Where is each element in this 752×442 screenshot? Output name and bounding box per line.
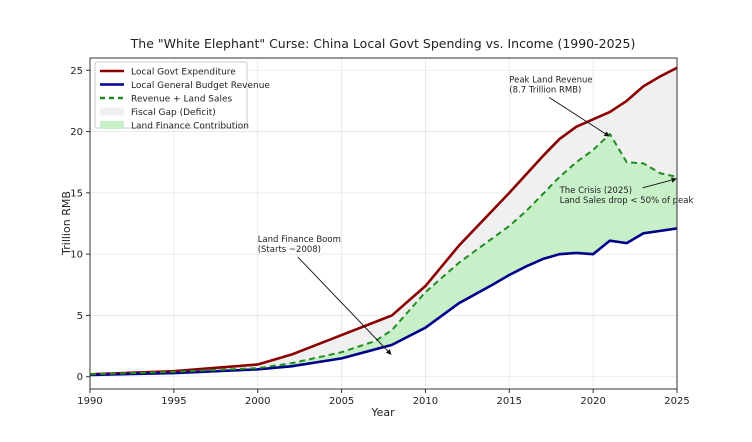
x-tick-label: 1990: [77, 396, 102, 407]
annotation-text: Land Finance Boom: [258, 235, 341, 245]
y-axis-label: Trillion RMB: [60, 191, 73, 256]
x-tick-label: 2000: [245, 396, 270, 407]
axis-ticks: 1990 1995 2000 2005 2010 2015 2020 202505101520…: [70, 66, 689, 407]
legend-label: Revenue + Land Sales: [131, 95, 233, 105]
legend-label: Local Govt Expenditure: [131, 68, 236, 78]
annotation-text: (Starts ~2008): [258, 245, 321, 255]
series-line-local-govt-expenditure: [89, 66, 678, 376]
annotation-arrow: [642, 177, 677, 189]
legend-label: Local General Budget Revenue: [131, 81, 270, 91]
x-tick-label: 2010: [413, 396, 438, 407]
annotation-text: The Crisis (2025): [559, 186, 633, 196]
x-tick-label: 1995: [161, 396, 186, 407]
y-tick-label: 10: [70, 250, 83, 261]
series-line-revenue-land-sales: [89, 133, 678, 376]
legend-label: Land Finance Contribution: [131, 122, 249, 132]
x-tick-label: 2005: [329, 396, 354, 407]
annotation-arrow: [549, 97, 610, 137]
annotation-text: Land Sales drop < 50% of peak: [560, 196, 694, 206]
annotations: Peak Land Revenue(8.7 Trillion RMB) The C…: [258, 76, 694, 355]
fills: [90, 67, 677, 375]
annotation-text: (8.7 Trillion RMB): [509, 86, 581, 96]
chart-title: The "White Elephant" Curse: China Local …: [130, 36, 636, 51]
series-lines: [89, 66, 678, 377]
annotation-text: Peak Land Revenue: [509, 76, 592, 86]
x-tick-label: 2020: [580, 396, 605, 407]
y-tick-label: 25: [70, 66, 83, 77]
legend-swatch: [100, 107, 124, 116]
legend-label: Fiscal Gap (Deficit): [131, 108, 216, 118]
annotation-arrow: [297, 256, 392, 355]
y-tick-label: 20: [70, 127, 83, 138]
legend-box: [94, 61, 248, 129]
x-axis-label: Year: [370, 406, 395, 419]
y-tick-label: 15: [70, 188, 83, 199]
fill-land-finance-contribution: [90, 134, 677, 375]
y-tick-label: 5: [77, 311, 83, 322]
x-tick-label: 2025: [664, 396, 689, 407]
legend-swatch: [100, 121, 124, 129]
series-line-local-general-budget-revenue: [89, 227, 678, 377]
plot-frame: [89, 57, 678, 390]
y-tick-label: 0: [77, 372, 83, 383]
legend: Local Govt Expenditure Local General Budg…: [94, 61, 270, 132]
x-tick-label: 2015: [497, 396, 522, 407]
